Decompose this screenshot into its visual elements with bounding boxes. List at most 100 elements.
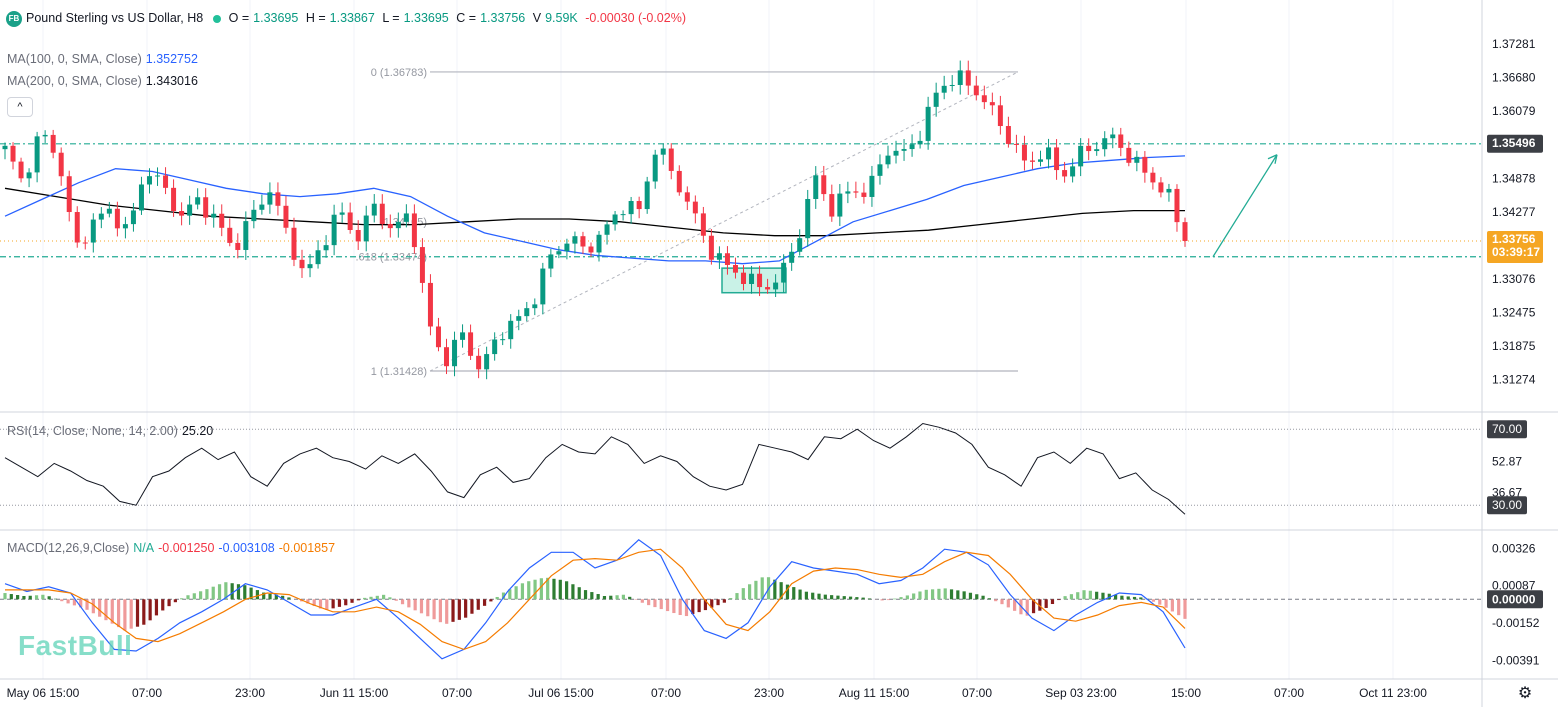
symbol-title[interactable]: Pound Sterling vs US Dollar, H8 (26, 11, 204, 26)
target-arrow[interactable] (1212, 154, 1278, 258)
candle-body (997, 105, 1003, 127)
time-tick-label: Jun 11 15:00 (320, 686, 389, 700)
candle-body (805, 198, 811, 239)
candle-body (1029, 160, 1035, 162)
macd-histogram-bar (987, 598, 991, 600)
macd-histogram-bar (123, 599, 127, 631)
candle-body (203, 197, 209, 218)
candle-body (837, 193, 843, 217)
price-tick-label: 1.31875 (1492, 339, 1536, 353)
candle-body (42, 134, 48, 137)
candle-body (419, 247, 425, 283)
macd-tick-label: 0.00087 (1492, 579, 1536, 593)
candle-body (74, 212, 80, 243)
candle-body (106, 208, 112, 214)
candle-body (580, 236, 586, 247)
candle-body (275, 192, 281, 206)
time-tick-label: 07:00 (1274, 686, 1304, 700)
macd-histogram-bar (85, 599, 89, 610)
ma200-value: 1.343016 (145, 74, 198, 88)
macd-histogram-bar (72, 599, 77, 606)
macd-histogram-bar (1095, 591, 1099, 600)
candle-body (395, 221, 401, 229)
ma200-legend[interactable]: MA(200, 0, SMA, Close) 1.343016 (7, 74, 202, 88)
candle-body (829, 194, 835, 217)
macd-histogram-bar (577, 587, 581, 600)
macd-histogram-bar (1107, 593, 1111, 600)
macd-histogram-bar (949, 589, 954, 600)
rsi-tick-label: 36.67 (1492, 486, 1522, 500)
macd-histogram-bar (1151, 599, 1156, 602)
candle-body (2, 145, 8, 150)
candle-body (155, 175, 161, 177)
fibonacci-retracement[interactable]: 0 (1.36783) .618 (1.33474) (1.34105) 1 (1.3… (355, 67, 1019, 378)
time-tick-label: Sep 03 23:00 (1045, 686, 1117, 700)
macd-histogram-bar (186, 595, 190, 600)
candle-body (1158, 182, 1164, 193)
macd-histogram-bar (79, 599, 83, 608)
low-value: 1.33695 (403, 11, 449, 26)
macd-histogram-bar (495, 596, 499, 600)
collapse-legend-button[interactable]: ^ (7, 97, 33, 117)
macd-na: N/A (133, 541, 155, 555)
macd-histogram-bar (962, 591, 966, 600)
candle-body (813, 175, 819, 199)
candle-body (1078, 145, 1084, 167)
fib-level-label: (1.34105) (380, 216, 427, 228)
macd-histogram-bar (104, 599, 108, 621)
macd-histogram-bar (1088, 590, 1092, 600)
candle-body (492, 339, 498, 355)
macd-legend[interactable]: MACD(12,26,9,Close) N/A -0.001250 -0.003108… (7, 541, 339, 555)
macd-histogram-bar (53, 598, 58, 600)
macd-histogram-bar (722, 599, 726, 603)
candle-body (853, 191, 859, 193)
candle-body (58, 152, 64, 177)
rsi-value: 25.20 (181, 424, 214, 438)
candle-body (596, 234, 602, 253)
candle-body (10, 145, 16, 162)
candle-body (636, 201, 642, 210)
candle-body (452, 339, 458, 367)
candle-body (146, 176, 152, 185)
candle-body (187, 204, 193, 216)
rsi-legend[interactable]: RSI(14, Close, None, 14, 2.00) 25.20 (7, 424, 217, 438)
macd-histogram-bar (741, 588, 745, 600)
candle-body (251, 209, 257, 222)
macd-histogram-bar (1120, 595, 1124, 600)
macd-histogram-bar (41, 594, 45, 600)
macd-histogram-bar (647, 599, 651, 606)
candle-body (138, 184, 144, 211)
macd-histogram-bar (161, 599, 165, 611)
fib-trend-line (429, 71, 1019, 372)
price-tick-label: 1.36680 (1492, 71, 1536, 85)
ma100-value: 1.352752 (145, 52, 198, 66)
candle-body (572, 236, 578, 244)
macd-histogram-bar (836, 595, 840, 600)
fastbull-logo-icon: FB (6, 11, 22, 27)
candle-body (668, 148, 674, 171)
price-tick-label: 1.34277 (1492, 205, 1536, 219)
macd-histogram-bar (590, 592, 594, 600)
macd-histogram-bar (672, 599, 676, 614)
macd-histogram-bar (501, 592, 506, 600)
candle-body (355, 229, 361, 242)
candle-body (724, 253, 730, 265)
ma100-legend[interactable]: MA(100, 0, SMA, Close) 1.352752 (7, 52, 202, 66)
horizontal-levels[interactable] (0, 143, 1482, 258)
candle-body (179, 210, 185, 216)
macd-histogram-bar (703, 599, 708, 611)
rsi-label: RSI(14, Close, None, 14, 2.00) (7, 424, 178, 438)
macd-histogram-bar (1113, 594, 1118, 600)
macd-histogram-bar (369, 596, 373, 600)
macd-histogram-bar (691, 599, 695, 615)
macd-histogram-bar (842, 596, 846, 600)
gear-icon[interactable]: ⚙ (1517, 685, 1533, 702)
candle-body (941, 85, 947, 93)
low-label: L = (382, 11, 400, 26)
macd-histogram-bar (912, 593, 916, 600)
candle-body (1102, 138, 1108, 150)
macd-histogram-bar (476, 599, 480, 610)
macd-histogram-bar (716, 599, 720, 606)
macd-histogram-bar (60, 599, 64, 602)
